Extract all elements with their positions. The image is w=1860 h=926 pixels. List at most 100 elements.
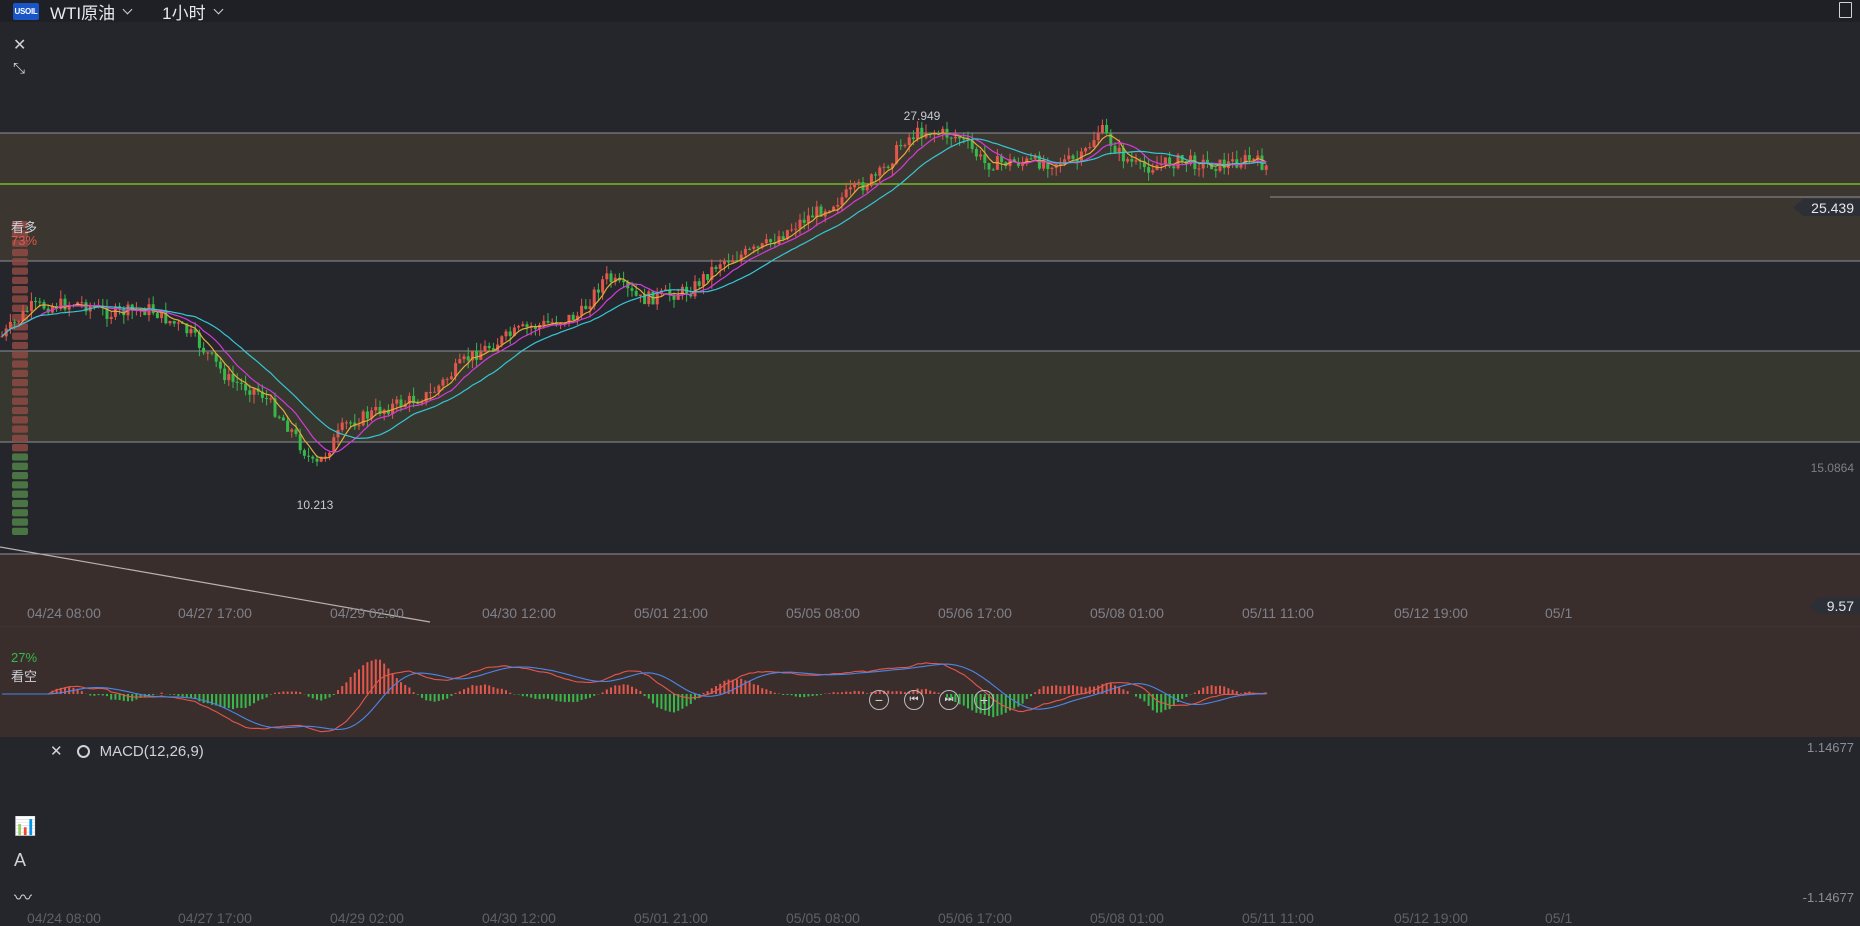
candle-body	[206, 352, 210, 354]
candle-body	[416, 403, 420, 405]
close-icon[interactable]: ✕	[13, 37, 27, 54]
candle-body	[731, 260, 735, 263]
bear-bar-segment	[12, 499, 28, 508]
candle-body	[269, 398, 273, 400]
candle-body	[143, 309, 147, 316]
candle-body	[1016, 161, 1020, 166]
candle-body	[970, 140, 974, 149]
candle-body	[748, 248, 752, 250]
candle-body	[718, 264, 722, 270]
candle-body	[454, 363, 458, 377]
candle-body	[794, 228, 798, 230]
candle-body	[1142, 161, 1146, 168]
candle-body	[953, 136, 957, 139]
candle-body	[827, 210, 831, 212]
x-axis-label: 05/01 21:00	[634, 605, 708, 621]
high-marker-label: 27.949	[904, 109, 941, 123]
candle-body	[0, 336, 4, 338]
drawing-icon[interactable]: A	[14, 850, 27, 870]
candle-body	[508, 331, 512, 336]
candle-body	[815, 206, 819, 218]
wave-icon[interactable]: 〰	[14, 888, 32, 908]
candle-body	[185, 323, 189, 334]
timeframe-selector[interactable]: 1小时	[162, 3, 206, 23]
x-axis-label: 05/08 01:00	[1090, 605, 1164, 621]
candle-body	[433, 391, 437, 393]
collapse-icon[interactable]: ⤡	[13, 60, 26, 77]
candle-body	[974, 148, 978, 157]
x-axis-label: 05/12 19:00	[1394, 605, 1468, 621]
candle-body	[806, 215, 810, 223]
candle-body	[1168, 157, 1172, 167]
macd-min-label: -1.14677	[1802, 890, 1854, 905]
close-icon[interactable]: ✕	[50, 743, 63, 760]
candle-body	[1046, 161, 1050, 169]
candle-body	[689, 294, 693, 297]
symbol-logo: USOIL	[13, 2, 39, 20]
candle-body	[424, 392, 428, 403]
bear-bar-segment	[12, 481, 28, 489]
macd-histogram	[51, 659, 1268, 718]
candle-body	[575, 315, 579, 320]
candle-body	[437, 385, 441, 392]
candle-body	[470, 350, 474, 361]
candle-body	[798, 219, 802, 229]
chevron-down-icon[interactable]	[122, 4, 133, 14]
candle-body	[286, 420, 290, 432]
zoom-out-button[interactable]: −	[869, 690, 889, 710]
bear-bar-segment	[12, 518, 28, 526]
candle-body	[420, 402, 424, 404]
candle-body	[46, 308, 50, 313]
candle-body	[1050, 167, 1054, 169]
x-axis-label: 05/1	[1545, 605, 1573, 621]
candle-body	[1058, 164, 1062, 166]
candle-body	[1092, 140, 1096, 148]
candle-body	[172, 321, 176, 324]
macd-x-axis-label: 05/06 17:00	[938, 910, 1012, 926]
candle-body	[743, 248, 747, 255]
macd-chart[interactable]	[0, 626, 1860, 914]
candle-body	[521, 324, 525, 327]
candle-body	[1126, 159, 1130, 162]
candle-body	[235, 381, 239, 383]
chevron-down-icon[interactable]	[213, 4, 224, 14]
macd-x-axis-label: 04/24 08:00	[27, 910, 101, 926]
candle-body	[1021, 162, 1025, 166]
symbol-selector[interactable]: WTI原油	[50, 3, 116, 23]
candle-body	[1205, 159, 1209, 163]
bear-bar-segment	[12, 490, 28, 498]
candle-body	[588, 306, 592, 310]
bull-bar-segment	[12, 444, 28, 452]
candle-body	[1105, 124, 1109, 134]
candle-body	[680, 286, 684, 296]
candle-body	[760, 243, 764, 248]
candle-body	[122, 308, 126, 316]
macd-x-axis-label: 05/1	[1545, 910, 1573, 926]
candle-body	[1172, 166, 1176, 169]
bull-bar-segment	[12, 425, 28, 433]
candle-body	[105, 307, 109, 320]
price-chart[interactable]: 27.949 10.213	[0, 22, 1860, 737]
candle-body	[357, 425, 361, 427]
window-icon[interactable]	[1839, 2, 1852, 18]
zoom-in-button[interactable]: +	[974, 690, 994, 710]
bear-bar-segment	[12, 527, 28, 535]
bull-bar-segment	[12, 406, 28, 415]
bull-bar-segment	[12, 323, 28, 331]
candle-body	[462, 356, 466, 360]
candle-body	[874, 174, 878, 176]
macd-signal-line	[2, 663, 1267, 731]
candle-body	[1147, 167, 1151, 173]
candle-body	[983, 154, 987, 164]
candle-body	[941, 128, 945, 134]
bull-label: 看多	[11, 220, 38, 235]
jump-end-button[interactable]: ⏭	[939, 690, 959, 710]
candle-body	[802, 219, 806, 223]
jump-start-button[interactable]: ⏮	[904, 690, 924, 710]
candle-body	[890, 163, 894, 169]
candle-body	[386, 409, 390, 414]
candle-body	[227, 374, 231, 381]
candle-body	[1222, 159, 1226, 169]
indicator-icon[interactable]: 📊	[14, 816, 37, 836]
gear-icon[interactable]	[76, 744, 90, 758]
